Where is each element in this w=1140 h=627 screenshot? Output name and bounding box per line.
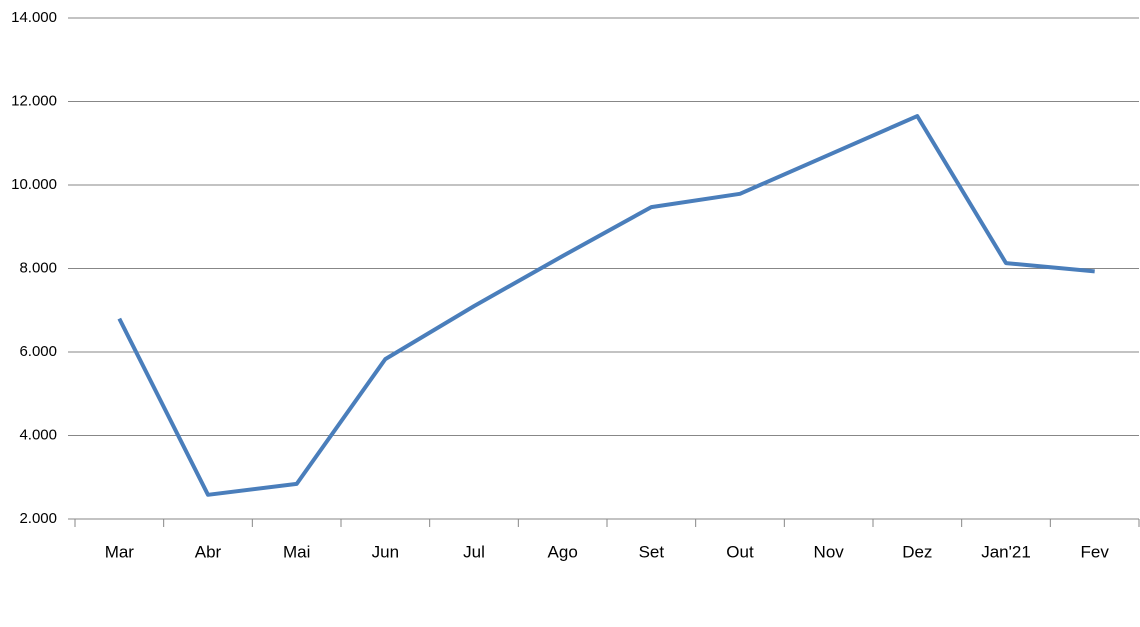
- x-tick-label: Mai: [283, 542, 310, 561]
- y-tick-label: 14.000: [11, 9, 57, 26]
- line-series: [117, 114, 1095, 497]
- x-tick-label: Mar: [105, 542, 135, 561]
- x-tick-label: Dez: [902, 542, 932, 561]
- x-tick-label: Out: [726, 542, 754, 561]
- x-tick-label: Set: [639, 542, 665, 561]
- x-tick-label: Fev: [1080, 542, 1109, 561]
- x-tick-label: Nov: [814, 542, 845, 561]
- x-tick-label: Abr: [195, 542, 222, 561]
- x-tick-label: Jul: [463, 542, 485, 561]
- y-tick-label: 4.000: [19, 426, 57, 443]
- x-tick-label: Jan'21: [981, 542, 1031, 561]
- x-tick-label: Ago: [548, 542, 578, 561]
- y-tick-label: 10.000: [11, 176, 57, 193]
- y-tick-label: 2.000: [19, 510, 57, 527]
- y-tick-label: 8.000: [19, 259, 57, 276]
- x-tick-label: Jun: [372, 542, 399, 561]
- y-tick-label: 12.000: [11, 92, 57, 109]
- y-tick-label: 6.000: [19, 343, 57, 360]
